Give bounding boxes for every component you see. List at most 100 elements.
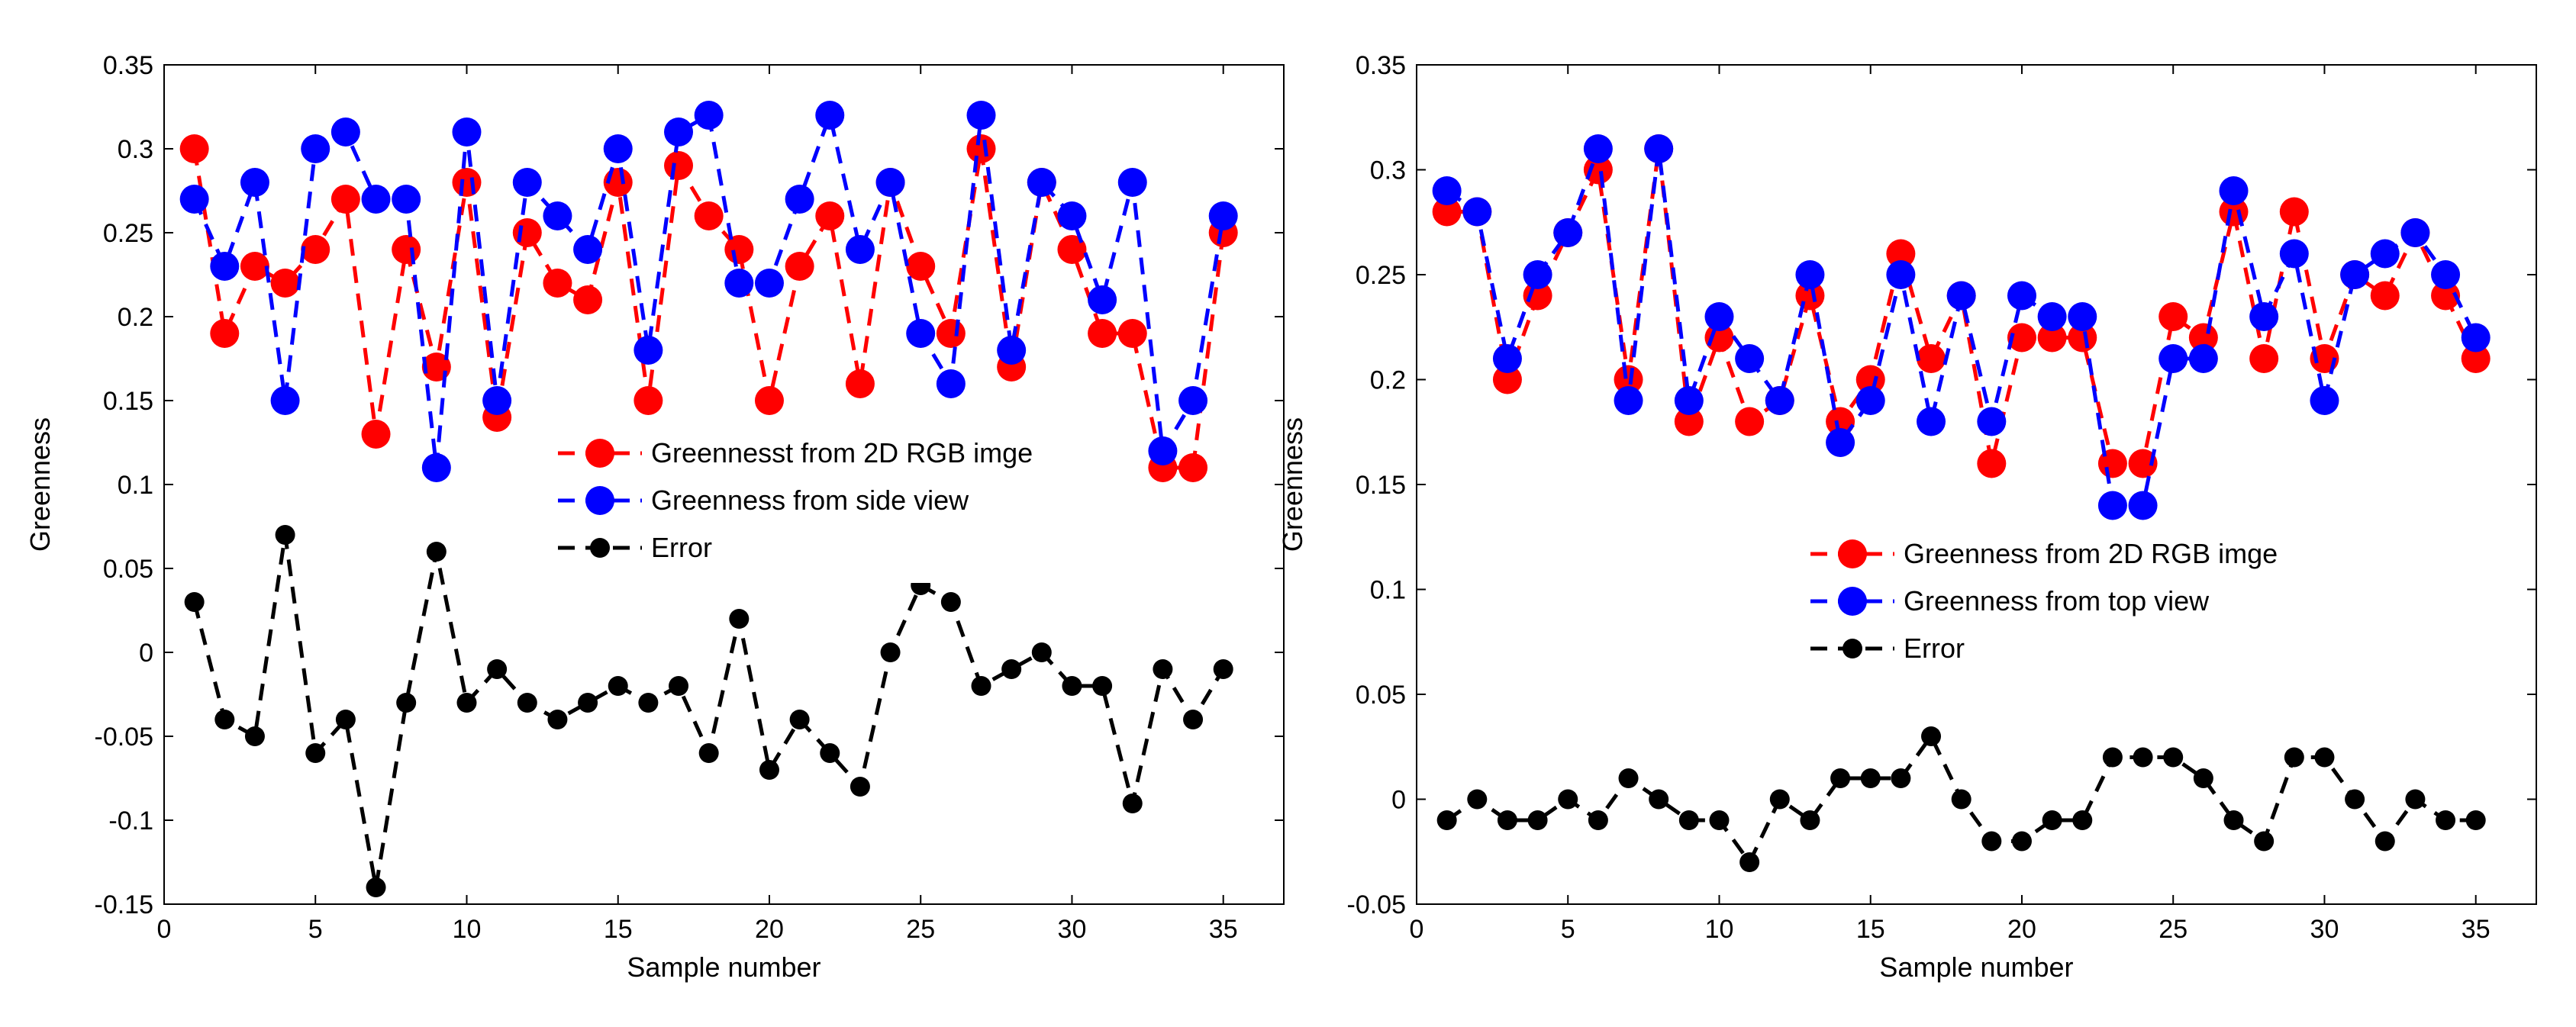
chart1-series-3-point — [456, 693, 477, 713]
chart2-series-2-point — [2249, 302, 2279, 331]
chart1-y-tick-label: 0.05 — [103, 555, 153, 584]
chart2-series-1-point — [2128, 449, 2158, 478]
chart1-series-2-point — [997, 336, 1027, 365]
chart2-series-3-point — [1497, 810, 1517, 830]
chart2-series-3 — [1436, 726, 2486, 872]
chart2-series-1-point — [2431, 281, 2461, 311]
chart2-series-2-point — [1523, 260, 1552, 289]
chart1-series-3-point — [1183, 710, 1204, 729]
chart2-y-tick-label: 0.1 — [1370, 576, 1406, 605]
chart2-series-1-point — [1826, 407, 1855, 436]
chart1-series-2-point — [875, 168, 905, 197]
chart2-series-3-point — [2374, 831, 2395, 852]
chart1-series-2-line — [192, 108, 1226, 468]
chart2-series-2-point — [2037, 302, 2067, 331]
chart2-y-tick-label: 0.25 — [1356, 261, 1406, 290]
chart1-series-2-point — [1027, 168, 1056, 197]
chart1-series-2-point — [270, 386, 300, 415]
chart1-series-3-point — [608, 676, 628, 696]
chart2-series-3-point — [1830, 768, 1851, 788]
chart2-series-2-point — [2188, 344, 2218, 373]
chart2-series-1-point — [1735, 407, 1765, 436]
chart1-series-1-point — [573, 285, 603, 314]
chart1-series-3-point — [971, 676, 991, 696]
chart1-x-tick-label: 35 — [1209, 915, 1238, 944]
chart1-x-tick-label: 0 — [157, 915, 172, 944]
chart2-series-2-point — [1886, 260, 1916, 289]
chart2-series-2-point — [2279, 239, 2309, 269]
chart1-series-1-point — [361, 420, 391, 449]
chart1-y-tick-label: 0.25 — [103, 219, 153, 248]
chart1-series-2-point — [724, 269, 754, 298]
chart1-series-2-point — [361, 185, 391, 214]
chart2-x-tick-label: 20 — [2007, 915, 2036, 944]
chart2-series-1-point — [1614, 365, 1643, 394]
chart2-series-2-point — [1917, 407, 1946, 436]
chart1-series-2-point — [966, 101, 996, 130]
chart1-series-3-point — [426, 542, 447, 562]
chart1-legend-label-2: Greenness from side view — [651, 485, 969, 516]
chart2-series-3-point — [1467, 789, 1488, 810]
chart2-series-1-point — [1886, 239, 1916, 269]
chart1-series-1-point — [392, 235, 421, 264]
chart1-series-1-point — [906, 252, 936, 281]
chart1-series-3-point — [638, 693, 659, 713]
chart1-series-2-point — [785, 185, 814, 214]
chart1-series-2-point — [179, 185, 209, 214]
chart2-legend-label-3: Error — [1904, 633, 1965, 664]
chart2-series-2-point — [1977, 407, 2007, 436]
chart1-series-3-point — [940, 592, 961, 612]
chart2-series-2-point — [2068, 302, 2097, 331]
chart2-series-2-point — [1735, 344, 1765, 373]
chart1-series-2-point — [512, 168, 542, 197]
chart1-series-2-point — [603, 134, 633, 163]
chart2-series-1-point — [2188, 323, 2218, 353]
chart1-series-1-point — [240, 252, 269, 281]
chart2-legend-marker-2 — [1838, 587, 1867, 616]
chart1-y-tick-label: 0.15 — [103, 387, 153, 416]
chart1-series-2-point — [1088, 285, 1117, 314]
chart2-legend: Greenness from 2D RGB imge Greenness from… — [1803, 531, 2374, 684]
chart2-series-1-point — [2370, 281, 2400, 311]
chart1-series-1-point — [634, 386, 663, 415]
chart2-series-2-point — [1492, 344, 1522, 373]
chart1-y-tick-label: 0 — [139, 639, 153, 668]
chart1: 0 5 10 15 20 25 30 35 -0.15 -0.1 -0.05 0 0.05 0.1 0.15… — [24, 51, 1285, 983]
chart1-series-1-point — [754, 386, 784, 415]
chart2-y-tick-label: 0.3 — [1370, 156, 1406, 185]
chart2-series-3-point — [2133, 747, 2153, 768]
chart2-series-1-point — [2461, 344, 2491, 373]
chart1-series-3-point — [244, 726, 265, 746]
chart1-y-tick-label: -0.05 — [95, 723, 154, 752]
chart2-series-2-point — [2219, 176, 2249, 205]
chart1-series-1-point — [179, 134, 209, 163]
chart1-series-3-point — [1092, 676, 1113, 696]
chart1-series-3-point — [335, 710, 356, 729]
chart1-series-3-point — [214, 710, 235, 729]
chart1-y-tick-label: 0.35 — [103, 51, 153, 80]
chart2-series-1-point — [1704, 323, 1734, 353]
chart1-series-3-point — [669, 676, 689, 696]
chart2-x-tick-label: 15 — [1856, 915, 1885, 944]
chart1-series-3-point — [1122, 794, 1143, 813]
chart2-series-2-point — [2370, 239, 2400, 269]
chart2-series-3-point — [1588, 810, 1608, 830]
chart2-series-3-point — [2042, 810, 2062, 830]
chart1-series-2-point — [694, 101, 724, 130]
chart1-series-3-point — [698, 743, 719, 763]
chart2-series-3-point — [2102, 747, 2123, 768]
chart1-series-1-point — [664, 151, 694, 180]
chart1-series-3 — [184, 525, 1233, 897]
chart1-series-1-point — [330, 185, 360, 214]
chart2-series-3-point — [2193, 768, 2213, 788]
chart2-y-axis-label: Greenness — [1277, 417, 1308, 552]
chart2-legend-label-2: Greenness from top view — [1904, 585, 2210, 617]
chart2-series-3-point — [1860, 768, 1881, 788]
chart2-x-tick-label: 25 — [2158, 915, 2188, 944]
chart2-series-3-point — [1800, 810, 1820, 830]
chart2-series-2-point — [2310, 386, 2339, 415]
chart1-y-tick-label: -0.1 — [108, 806, 153, 835]
chart2-series-2-line — [1446, 148, 2478, 507]
chart1-series-2-point — [754, 269, 784, 298]
chart1-series-3-point — [759, 760, 779, 780]
